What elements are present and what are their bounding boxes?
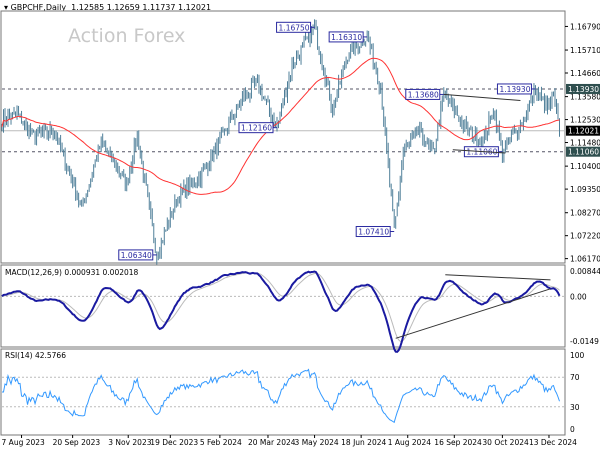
price-tick-label: 1.10400 — [570, 162, 600, 171]
level-box — [566, 125, 600, 136]
rsi-line — [2, 368, 560, 424]
level-label: 1.11060 — [568, 148, 599, 157]
annotation-box — [276, 21, 312, 33]
watermark: Action Forex — [68, 25, 186, 47]
rsi-tick-label: 30 — [570, 403, 580, 412]
annotation-box — [118, 249, 154, 261]
price-tick-label: 1.12530 — [570, 116, 600, 125]
date-tick-label: 5 Feb 2024 — [200, 438, 242, 447]
trendline-lower — [452, 149, 506, 154]
level-box — [566, 83, 600, 94]
date-tick-label: 16 Sep 2024 — [434, 438, 482, 447]
rsi-tick-label: 0 — [570, 425, 575, 434]
price-tick-label: 1.07220 — [570, 232, 600, 241]
annotation-label: 1.13680 — [408, 90, 439, 99]
annotation-label: 1.16310 — [331, 33, 362, 42]
annotation-box — [355, 226, 391, 238]
date-tick-label: 13 Dec 2024 — [529, 438, 577, 447]
macd-line — [1, 270, 561, 353]
macd-title: MACD(12,26,9) 0.000931 0.002018 — [5, 268, 139, 277]
macd-signal-line — [1, 272, 560, 342]
level-label: 1.13930 — [568, 85, 599, 94]
annotation-label: 1.13930 — [499, 85, 530, 94]
ohlc-values: 1.12585 1.12659 1.11737 1.12021 — [71, 3, 212, 12]
rsi-tick-label: 70 — [570, 373, 580, 382]
symbol-label: GBPCHF,Daily — [10, 3, 67, 12]
date-tick-label: 3 May 2024 — [295, 438, 339, 447]
macd-tick-label: 0.00 — [570, 292, 587, 301]
macd-trendline-lower — [395, 288, 551, 339]
price-tick-label: 1.13580 — [570, 93, 600, 102]
panel-frame — [0, 10, 566, 264]
price-tick-label: 1.09350 — [570, 185, 600, 194]
macd-trendline-upper — [445, 274, 551, 281]
annotation-box — [496, 83, 532, 95]
price-tick-label: 1.11480 — [570, 139, 600, 148]
symbol-header: ▾ GBPCHF,Daily 1.12585 1.12659 1.11737 1… — [4, 3, 212, 12]
annotation-label: 1.07410 — [358, 228, 389, 237]
date-tick-label: 1 Aug 2024 — [388, 438, 431, 447]
price-tick-label: 1.15710 — [570, 46, 600, 55]
level-box — [566, 146, 600, 157]
annotation-box — [238, 122, 274, 134]
macd-tick-label: -0.0149 — [570, 337, 599, 346]
date-tick-label: 20 Sep 2023 — [53, 438, 101, 447]
rsi-title: RSI(14) 42.5766 — [5, 351, 66, 360]
level-label: 1.12021 — [568, 127, 599, 136]
macd-tick-label: 0.008446 — [570, 267, 600, 276]
panel-frame — [0, 264, 566, 348]
date-tick-label: 20 Mar 2024 — [248, 438, 296, 447]
annotation-label: 1.11060 — [466, 148, 497, 157]
annotation-label: 1.06340 — [121, 251, 152, 260]
price-tick-label: 1.06170 — [570, 255, 600, 264]
panel-frame — [0, 348, 566, 436]
annotation-label: 1.16750 — [279, 23, 310, 32]
price-tick-label: 1.14660 — [570, 69, 600, 78]
rsi-tick-label: 100 — [570, 351, 585, 360]
annotation-box — [405, 88, 441, 100]
date-tick-label: 19 Dec 2023 — [150, 438, 198, 447]
trendline-upper — [443, 93, 521, 102]
annotation-box — [328, 31, 364, 43]
date-tick-label: 30 Oct 2024 — [482, 438, 529, 447]
price-tick-label: 1.16790 — [570, 22, 600, 31]
date-tick-label: 7 Aug 2023 — [2, 438, 45, 447]
annotation-label: 1.12160 — [241, 124, 272, 133]
date-tick-label: 18 Jun 2024 — [341, 438, 386, 447]
price-tick-label: 1.08270 — [570, 209, 600, 218]
moving-average-line — [1, 57, 560, 195]
date-tick-label: 3 Nov 2023 — [108, 438, 151, 447]
